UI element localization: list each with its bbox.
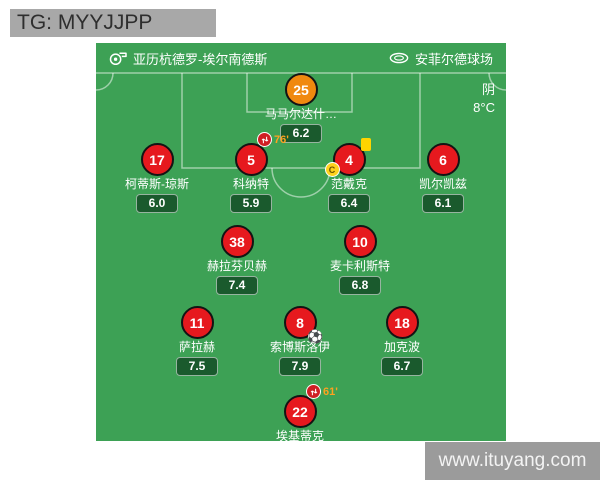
captain-badge: C bbox=[324, 162, 340, 177]
player-number-circle[interactable]: 25 bbox=[284, 73, 318, 106]
player-number-circle[interactable]: 5 bbox=[234, 143, 268, 176]
player-number: 22 bbox=[292, 403, 308, 420]
player-rating: 6.1 bbox=[422, 194, 464, 213]
weather-temperature: 8°C bbox=[473, 100, 495, 115]
player-name: 凯尔凯兹 bbox=[418, 177, 467, 191]
player-number: 17 bbox=[149, 151, 165, 168]
player-marker[interactable]: 61' 22 埃基蒂克 bbox=[245, 384, 355, 442]
player-name: 马马尔达什… bbox=[264, 107, 337, 121]
player-number: 11 bbox=[189, 314, 205, 331]
whistle-icon bbox=[109, 50, 127, 66]
player-number: 38 bbox=[229, 233, 245, 250]
player-marker[interactable]: 38 赫拉芬贝赫 7.4 bbox=[182, 225, 292, 295]
player-name: 埃基蒂克 bbox=[275, 429, 324, 442]
pitch-markings bbox=[96, 72, 506, 198]
player-marker[interactable]: 8 ⚽ 索博斯洛伊 7.9 bbox=[245, 306, 355, 376]
player-marker[interactable]: 11 萨拉赫 7.5 bbox=[142, 306, 252, 376]
player-number-circle[interactable]: 11 bbox=[180, 306, 214, 339]
stadium-icon bbox=[389, 51, 409, 65]
player-rating: 5.9 bbox=[230, 194, 272, 213]
yellow-card-icon bbox=[360, 138, 371, 151]
substitution-badge: 76' bbox=[257, 132, 289, 147]
weather-condition: 阴 bbox=[481, 82, 495, 97]
player-marker[interactable]: 18 加克波 6.7 bbox=[347, 306, 457, 376]
substitution-badge: 61' bbox=[306, 384, 338, 399]
player-name: 索博斯洛伊 bbox=[269, 340, 330, 354]
stadium-name: 安菲尔德球场 bbox=[414, 51, 493, 67]
player-marker[interactable]: 17 柯蒂斯-琼斯 6.0 bbox=[102, 143, 212, 213]
player-number: 10 bbox=[352, 233, 368, 250]
referee-name: 亚历杭德罗-埃尔南德斯 bbox=[133, 51, 268, 67]
player-number-circle[interactable]: 18 bbox=[385, 306, 419, 339]
player-number-circle[interactable]: 17 bbox=[140, 143, 174, 176]
player-number-circle[interactable]: 38 bbox=[220, 225, 254, 258]
player-name: 加克波 bbox=[383, 340, 420, 354]
player-rating: 6.7 bbox=[381, 357, 423, 376]
substitution-icon bbox=[257, 132, 272, 147]
player-number-circle[interactable]: 4 C bbox=[324, 138, 371, 177]
referee-info: 亚历杭德罗-埃尔南德斯 bbox=[109, 49, 267, 68]
stadium-info: 安菲尔德球场 bbox=[389, 49, 493, 68]
match-info-header: 亚历杭德罗-埃尔南德斯 安菲尔德球场 bbox=[96, 43, 506, 73]
substitution-minute: 61' bbox=[323, 385, 338, 398]
player-rating: 6.0 bbox=[136, 194, 178, 213]
player-marker[interactable]: 6 凯尔凯兹 6.1 bbox=[388, 143, 498, 213]
substitution-icon bbox=[306, 384, 321, 399]
player-rating: 7.4 bbox=[216, 276, 258, 295]
site-watermark: www.ituyang.com bbox=[425, 442, 600, 480]
football-pitch: 亚历杭德罗-埃尔南德斯 安菲尔德球场 bbox=[96, 43, 506, 441]
player-name: 萨拉赫 bbox=[178, 340, 215, 354]
player-number-circle[interactable]: 10 bbox=[343, 225, 377, 258]
player-name: 范戴克 bbox=[330, 177, 367, 191]
player-name: 柯蒂斯-琼斯 bbox=[125, 177, 189, 191]
player-number-circle[interactable]: 22 bbox=[283, 395, 317, 428]
tg-watermark: TG: MYYJJPP bbox=[10, 9, 216, 37]
player-number: 5 bbox=[247, 151, 255, 168]
player-marker[interactable]: 4 C 范戴克 6.4 bbox=[294, 138, 404, 213]
player-rating: 7.5 bbox=[176, 357, 218, 376]
player-number-circle[interactable]: 6 bbox=[426, 143, 460, 176]
player-number: 8 bbox=[296, 314, 304, 331]
player-name: 麦卡利斯特 bbox=[329, 259, 390, 273]
player-number-circle[interactable]: 8 ⚽ bbox=[283, 306, 324, 344]
substitution-minute: 76' bbox=[274, 133, 289, 146]
player-name: 科纳特 bbox=[232, 177, 269, 191]
player-rating: 6.2 bbox=[280, 124, 322, 143]
goal-ball-icon: ⚽ bbox=[307, 330, 324, 345]
weather-info: 阴 8°C bbox=[473, 81, 495, 117]
player-marker[interactable]: 10 麦卡利斯特 6.8 bbox=[305, 225, 415, 295]
player-number: 6 bbox=[439, 151, 447, 168]
player-marker[interactable]: 76' 5 科纳特 5.9 bbox=[196, 132, 306, 213]
player-number: 4 bbox=[345, 151, 353, 168]
player-rating: 6.8 bbox=[339, 276, 381, 295]
player-rating: 7.9 bbox=[279, 357, 321, 376]
player-name: 赫拉芬贝赫 bbox=[206, 259, 267, 273]
player-rating: 6.4 bbox=[328, 194, 370, 213]
player-number: 25 bbox=[293, 81, 309, 98]
player-number: 18 bbox=[394, 314, 410, 331]
player-marker[interactable]: 25 马马尔达什… 6.2 bbox=[246, 73, 356, 143]
